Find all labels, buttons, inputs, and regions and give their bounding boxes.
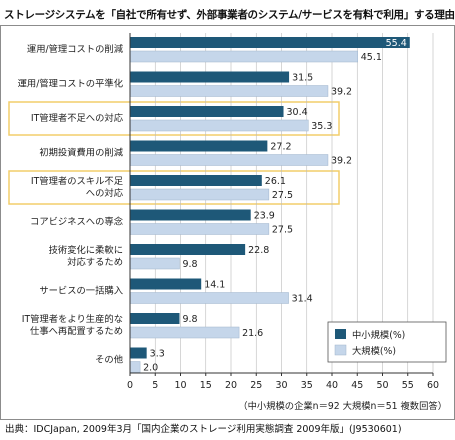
category-label: 初期投資費用の削減 <box>39 147 123 159</box>
value-label: 22.8 <box>248 245 269 256</box>
value-label: 3.3 <box>150 349 165 360</box>
highlight-box <box>8 101 340 136</box>
x-tick-label: 45 <box>351 380 363 391</box>
x-tick-label: 25 <box>250 380 262 391</box>
category-label: コアビジネスへの専念 <box>30 216 123 228</box>
bar-large <box>129 85 329 97</box>
x-tick-label: 50 <box>376 380 388 391</box>
chart-title: ストレージシステムを「自社で所有せず、外部事業者のシステム/サービスを有料で利用… <box>4 9 455 21</box>
value-label: 21.6 <box>242 328 263 339</box>
value-label: 27.5 <box>272 225 293 236</box>
x-tick-label: 10 <box>174 380 186 391</box>
bar-large <box>129 154 329 166</box>
legend-label-small: 中小規模(%) <box>352 329 405 341</box>
bar-large <box>129 292 289 304</box>
category-label: 運用/管理コストの平準化 <box>18 78 123 90</box>
legend-label-large: 大規模(%) <box>352 345 396 357</box>
x-tick-label: 0 <box>127 380 133 391</box>
source-note: 出典：IDCJapan, 2009年3月「国内企業のストレージ利用実態調査 20… <box>5 424 402 435</box>
bar-large <box>129 326 240 339</box>
highlight-box <box>8 170 340 205</box>
value-label: 35.3 <box>311 121 332 132</box>
bar-small <box>130 244 246 255</box>
value-label: 55.4 <box>386 38 407 49</box>
x-tick-label: 60 <box>427 380 439 391</box>
x-tick-label: 55 <box>402 380 414 391</box>
chart-frame: 55.4 45.1 運用/管理コストの削減 31.5 39.2 運用/管理コストの平準化 3… <box>0 25 455 420</box>
bar-small <box>130 278 202 290</box>
x-tick-label: 5 <box>152 380 158 391</box>
legend-swatch-small <box>335 329 346 339</box>
x-tick-label: 35 <box>301 380 313 391</box>
bar-large <box>129 361 141 373</box>
value-label: 2.0 <box>143 363 158 374</box>
legend-box <box>327 321 447 363</box>
bar-large <box>129 257 180 270</box>
value-label: 45.1 <box>361 52 382 63</box>
value-label: 39.2 <box>331 87 352 98</box>
legend-swatch-large <box>334 344 347 356</box>
value-label: 39.2 <box>331 156 352 167</box>
bar-chart: 55.4 45.1 運用/管理コストの削減 31.5 39.2 運用/管理コストの平準化 3… <box>8 33 447 412</box>
category-label: 技術変化に柔軟に対応するため <box>49 244 123 268</box>
bar-small <box>130 175 262 186</box>
bar-small <box>130 37 410 48</box>
bar-large <box>129 119 309 132</box>
value-label: 14.1 <box>204 280 225 291</box>
x-tick-label: 15 <box>200 380 212 391</box>
category-label: IT管理者をより生産的な仕事へ再配置するため <box>22 313 123 337</box>
category-label: その他 <box>95 354 123 366</box>
value-label: 30.4 <box>287 107 308 118</box>
bar-large <box>129 223 270 235</box>
value-label: 31.4 <box>292 294 313 305</box>
bar-large <box>129 188 270 201</box>
bar-small <box>130 106 284 117</box>
value-label: 9.8 <box>182 314 197 325</box>
bar-small <box>130 209 251 221</box>
bar-small <box>130 313 180 324</box>
bar-small <box>130 140 268 152</box>
value-label: 9.8 <box>182 259 197 270</box>
value-label: 26.1 <box>265 176 286 187</box>
category-label: IT管理者不足への対応 <box>31 112 124 124</box>
value-label: 27.2 <box>270 142 291 153</box>
value-label: 23.9 <box>254 211 275 222</box>
x-tick-label: 40 <box>326 380 338 391</box>
x-tick-label: 30 <box>275 380 287 391</box>
value-label: 31.5 <box>292 73 313 84</box>
x-tick-label: 20 <box>225 380 237 391</box>
bar-large <box>129 50 359 63</box>
bar-small <box>130 71 290 83</box>
category-label: IT管理者のスキル不足への対応 <box>31 175 124 199</box>
value-label: 27.5 <box>272 190 293 201</box>
bar-small <box>130 347 147 359</box>
sample-size-note: （中小規模の企業n＝92 大規模n＝51 複数回答） <box>238 400 447 412</box>
category-label: 運用/管理コストの削減 <box>27 43 124 55</box>
category-label: サービスの一括購入 <box>39 285 123 297</box>
